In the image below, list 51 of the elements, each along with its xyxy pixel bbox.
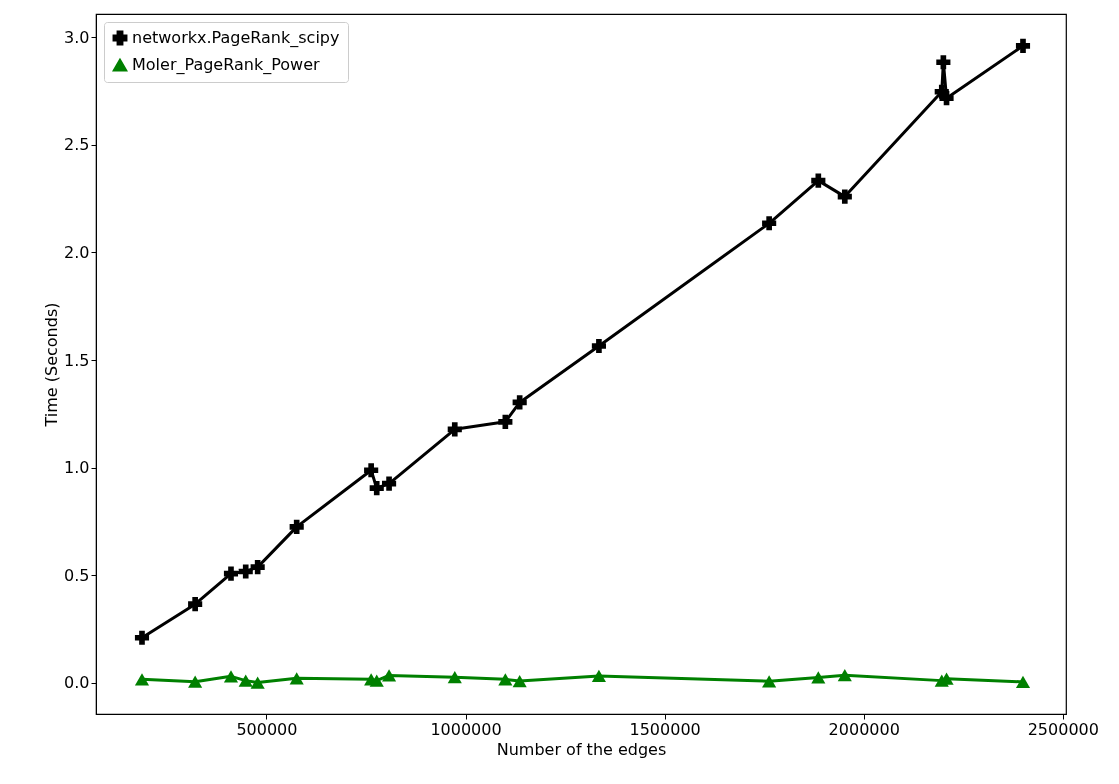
point: [1015, 675, 1031, 689]
legend-label: networkx.PageRank_scipy: [132, 28, 340, 48]
point: [382, 476, 397, 491]
point: [498, 414, 513, 429]
point: [250, 560, 265, 575]
point: [188, 597, 203, 612]
point: [591, 669, 606, 683]
point: [369, 481, 384, 496]
point: [223, 566, 239, 581]
point: [1015, 38, 1031, 53]
point: [762, 216, 777, 231]
point: [289, 672, 304, 685]
y-axis-title: Time (Seconds): [42, 302, 62, 428]
x-axis-title: Number of the edges: [496, 739, 667, 759]
point: [250, 676, 265, 689]
point: [811, 173, 826, 188]
y-tick-label: 0.5: [64, 565, 90, 585]
point: [364, 463, 379, 478]
point: [936, 55, 951, 70]
point: [811, 671, 826, 684]
point: [238, 674, 253, 687]
point: [223, 670, 239, 683]
point: [447, 422, 462, 437]
y-tick-label: 2.5: [64, 135, 90, 155]
point: [498, 673, 513, 686]
x-tick-label: 1500000: [629, 719, 701, 739]
point: [289, 519, 304, 534]
point: [369, 674, 384, 687]
point: [382, 669, 397, 682]
point: [939, 91, 954, 106]
legend-label: Moler_PageRank_Power: [132, 55, 320, 75]
y-tick-label: 1.5: [64, 350, 90, 370]
point: [762, 675, 777, 688]
point: [447, 671, 462, 684]
y-tick-label: 3.0: [64, 27, 90, 47]
point: [134, 673, 150, 686]
point: [837, 669, 852, 682]
point: [188, 675, 203, 688]
x-tick-label: 2000000: [828, 719, 900, 739]
x-tick-label: 500000: [236, 719, 298, 739]
y-tick-label: 2.0: [64, 242, 90, 262]
x-tick-label: 1000000: [430, 719, 502, 739]
point: [134, 630, 150, 645]
point: [512, 395, 527, 410]
point: [512, 674, 527, 688]
point: [238, 564, 253, 579]
point: [591, 338, 606, 354]
point: [837, 189, 852, 204]
y-tick-label: 0.0: [64, 673, 90, 693]
y-tick-label: 1.0: [64, 458, 90, 478]
x-tick-label: 2500000: [1027, 719, 1099, 739]
